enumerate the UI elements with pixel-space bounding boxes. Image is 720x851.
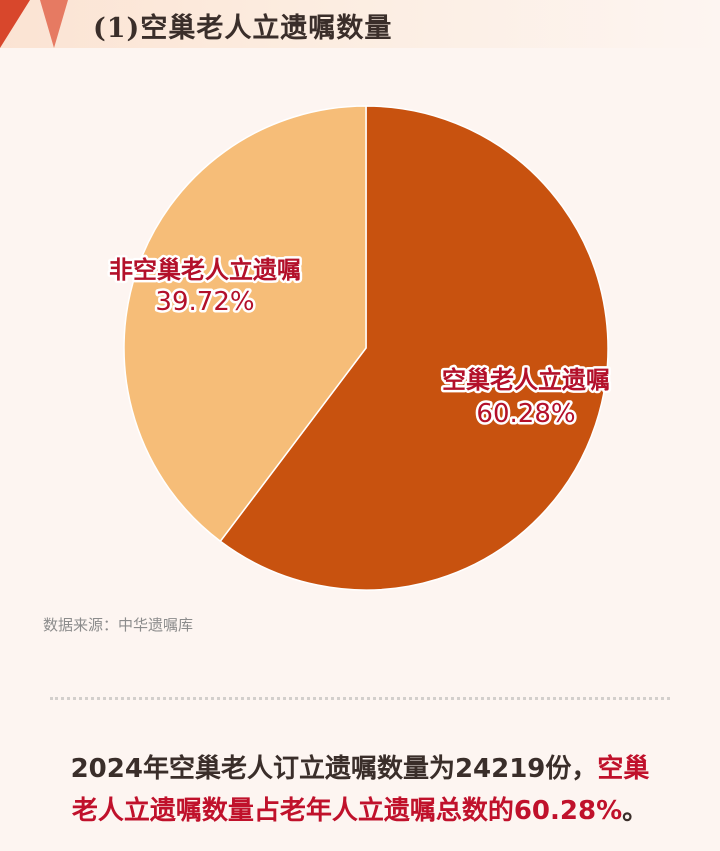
pie-slice-label-1: 空巢老人立遗嘱 xyxy=(442,366,610,394)
summary-line-1: 2024年空巢老人订立遗嘱数量为24219份，空巢 xyxy=(0,748,720,790)
section-title: (1)空巢老人立遗嘱数量 xyxy=(93,13,393,44)
pie-chart: 空巢老人立遗嘱 60.28% 非空巢老人立遗嘱 39.72% xyxy=(107,105,613,591)
summary-line-2: 老人立遗嘱数量占老年人立遗嘱总数的60.28%。 xyxy=(0,790,720,832)
summary-text: 2024年空巢老人订立遗嘱数量为24219份，空巢 老人立遗嘱数量占老年人立遗嘱… xyxy=(0,748,720,832)
dotted-divider xyxy=(50,697,670,700)
pie-slice-1 xyxy=(219,105,609,591)
pie-slice-value-1: 60.28% xyxy=(476,399,575,429)
pie-slice-2 xyxy=(123,105,367,543)
pie-slice-label-2: 非空巢老人立遗嘱 xyxy=(109,256,301,284)
summary-line-2-end: 。 xyxy=(622,796,649,826)
section-header: (1)空巢老人立遗嘱数量 xyxy=(0,0,720,48)
data-source-note: 数据来源：中华遗嘱库 xyxy=(43,616,194,634)
header-accent-stripe xyxy=(40,0,68,48)
summary-part-1: 2024年空巢老人订立遗嘱数量为24219份， xyxy=(70,754,598,784)
summary-highlight-1: 空巢 xyxy=(597,754,650,784)
header-accent-shape xyxy=(0,0,30,48)
pie-slices xyxy=(123,105,609,591)
pie-slice-value-2: 39.72% xyxy=(155,287,254,317)
pie-labels: 空巢老人立遗嘱 60.28% 非空巢老人立遗嘱 39.72% xyxy=(107,254,613,432)
summary-highlight-2: 老人立遗嘱数量占老年人立遗嘱总数的60.28% xyxy=(71,796,623,826)
